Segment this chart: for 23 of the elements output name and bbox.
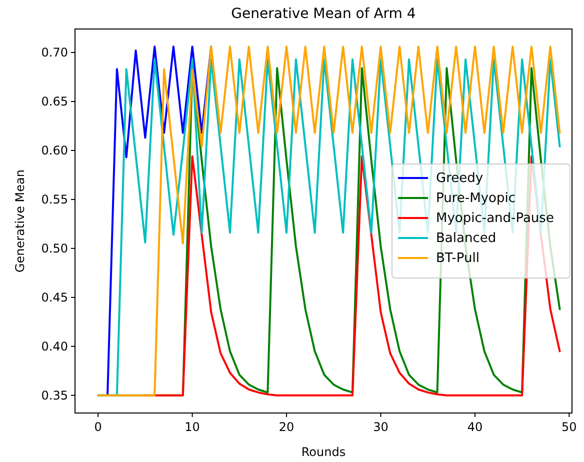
legend-label: Greedy <box>436 171 484 186</box>
y-tick-label: 0.70 <box>41 46 68 60</box>
x-tick-label: 50 <box>562 420 577 434</box>
legend-label: BT-Pull <box>436 251 480 266</box>
y-tick-label: 0.60 <box>41 143 68 158</box>
legend-label: Myopic-and-Pause <box>436 211 554 226</box>
line-series <box>106 46 212 396</box>
y-tick-label: 0.35 <box>41 388 68 402</box>
chart-title: Generative Mean of Arm 4 <box>231 6 416 22</box>
y-tick-label: 0.45 <box>41 290 68 304</box>
x-tick-label: 10 <box>184 420 200 434</box>
legend-label: Pure-Myopic <box>436 191 516 206</box>
y-tick-label: 0.50 <box>41 241 68 256</box>
y-tick-label: 0.40 <box>41 339 68 354</box>
y-axis-title: Generative Mean <box>13 170 27 272</box>
x-tick-label: 20 <box>278 420 294 434</box>
x-axis-title: Rounds <box>301 445 346 459</box>
x-tick-label: 30 <box>373 420 388 434</box>
y-tick-label: 0.65 <box>41 94 68 108</box>
y-tick-label: 0.55 <box>41 192 68 206</box>
x-tick-label: 40 <box>467 420 483 434</box>
x-tick-label: 0 <box>94 420 102 434</box>
legend-label: Balanced <box>436 231 496 246</box>
